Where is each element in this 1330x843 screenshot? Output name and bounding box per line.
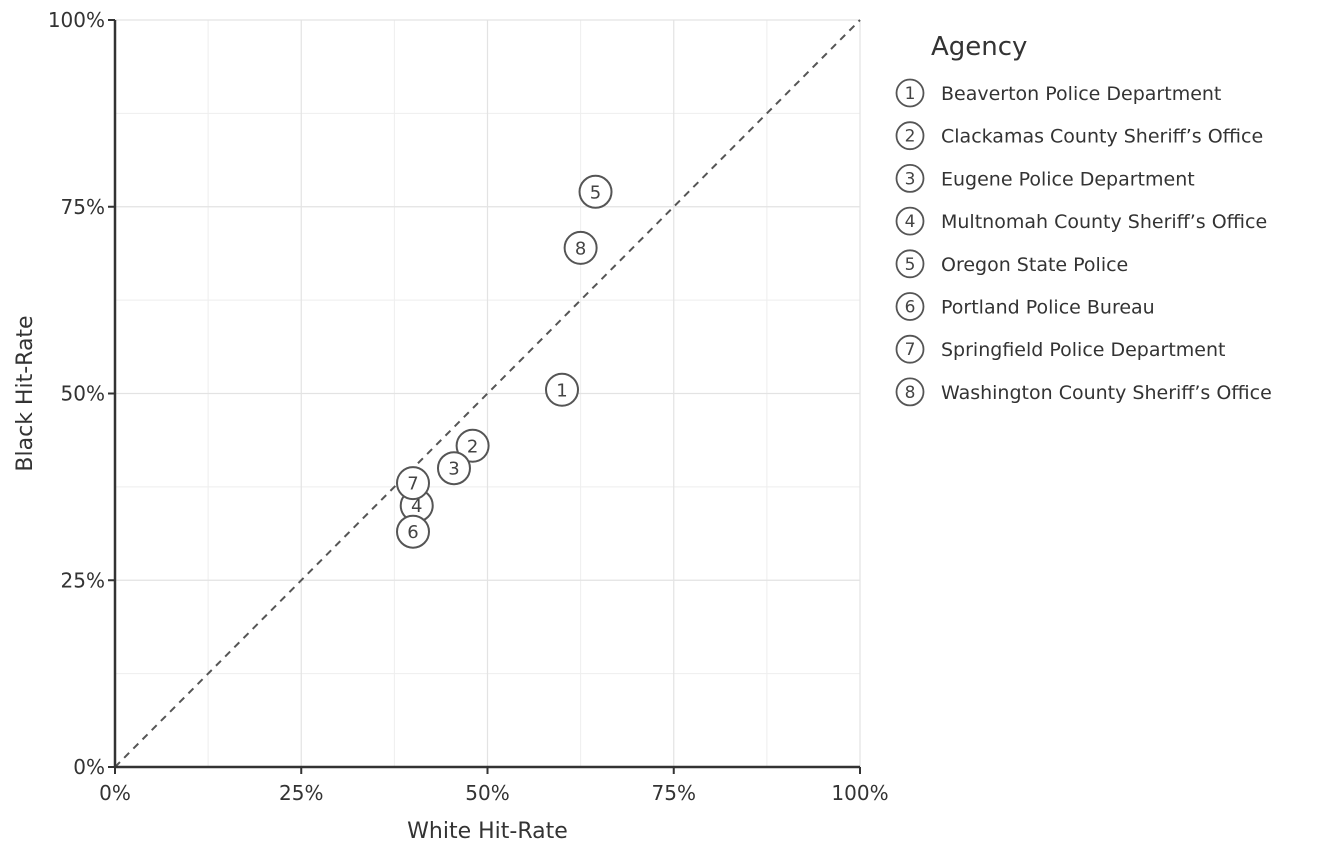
legend-key-label: 4	[905, 212, 916, 232]
y-axis-title: Black Hit-Rate	[13, 315, 38, 471]
legend-item: 8 Washington County Sheriff’s Office	[895, 377, 1272, 407]
legend-key-label: 7	[905, 340, 916, 360]
data-point-marker	[436, 451, 471, 486]
x-tick-label: 50%	[465, 781, 509, 805]
data-point: 5	[578, 174, 613, 209]
legend-item-label: Oregon State Police	[941, 254, 1128, 276]
legend-key-marker	[895, 334, 925, 364]
legend-key-marker	[895, 121, 925, 151]
data-point-marker	[563, 230, 598, 265]
legend-key-label: 2	[905, 127, 916, 147]
legend-item: 4 Multnomah County Sheriff’s Office	[895, 206, 1267, 236]
y-tick-label: 50%	[61, 382, 105, 406]
legend-key-label: 8	[905, 383, 916, 403]
data-point-label: 2	[467, 436, 478, 457]
data-point-marker	[578, 174, 613, 209]
y-tick-label: 0%	[73, 755, 105, 779]
data-point-label: 4	[411, 496, 422, 517]
data-point-label: 8	[575, 238, 586, 259]
data-point-label: 3	[448, 459, 459, 480]
data-point-label: 5	[590, 182, 601, 203]
legend-key-marker	[895, 78, 925, 108]
data-point: 7	[396, 466, 430, 501]
x-tick-label: 0%	[99, 781, 131, 805]
legend: Agency 1 Beaverton Police Department 2 Clac…	[895, 32, 1272, 407]
legend-key-label: 6	[905, 298, 916, 318]
data-point: 2	[455, 428, 490, 463]
data-point-marker	[396, 514, 430, 549]
legend-key-marker	[895, 377, 925, 407]
grid	[115, 19, 861, 767]
y-tick-label: 25%	[61, 568, 105, 592]
legend-title: Agency	[931, 32, 1027, 62]
x-axis-ticks: 0% 25% 50% 75% 100%	[99, 767, 889, 805]
legend-item-label: Eugene Police Department	[941, 168, 1195, 190]
legend-key-marker	[895, 249, 925, 279]
data-point-label: 6	[407, 522, 418, 543]
data-point-marker	[545, 372, 579, 407]
legend-item: 5 Oregon State Police	[895, 249, 1128, 279]
legend-item-label: Portland Police Bureau	[941, 297, 1155, 319]
data-point: 1	[545, 372, 579, 407]
data-point: 6	[396, 514, 430, 549]
legend-item-label: Springfield Police Department	[941, 339, 1225, 361]
y-tick-label: 100%	[48, 8, 105, 32]
legend-item-label: Beaverton Police Department	[941, 83, 1221, 105]
x-axis-title: White Hit-Rate	[407, 819, 568, 843]
legend-item-label: Multnomah County Sheriff’s Office	[941, 211, 1267, 233]
data-point: 8	[563, 230, 598, 265]
legend-key-marker	[895, 292, 925, 321]
x-tick-label: 75%	[652, 781, 696, 805]
legend-item: 6 Portland Police Bureau	[895, 292, 1155, 321]
legend-key-label: 1	[905, 84, 916, 104]
x-tick-label: 25%	[279, 781, 323, 805]
data-point-label: 1	[556, 380, 567, 401]
legend-key-label: 3	[905, 169, 916, 189]
data-point-marker	[455, 428, 490, 463]
y-axis-ticks: 0% 25% 50% 75% 100%	[48, 8, 115, 779]
x-tick-label: 100%	[831, 781, 888, 805]
data-point: 3	[436, 451, 471, 486]
legend-key-marker	[895, 206, 925, 236]
reference-line-y-equals-x	[114, 19, 861, 768]
data-point-marker	[396, 466, 430, 501]
legend-item: 2 Clackamas County Sheriff’s Office	[895, 121, 1263, 151]
legend-item: 3 Eugene Police Department	[895, 163, 1195, 193]
legend-key-label: 5	[905, 255, 916, 275]
y-tick-label: 75%	[61, 195, 105, 219]
legend-item: 1 Beaverton Police Department	[895, 78, 1221, 108]
legend-items: 1 Beaverton Police Department 2 Clackamas C…	[895, 78, 1272, 407]
legend-item: 7 Springfield Police Department	[895, 334, 1225, 364]
legend-key-marker	[895, 163, 925, 193]
data-point-label: 7	[407, 474, 418, 495]
legend-item-label: Washington County Sheriff’s Office	[941, 382, 1272, 404]
legend-item-label: Clackamas County Sheriff’s Office	[941, 126, 1263, 148]
